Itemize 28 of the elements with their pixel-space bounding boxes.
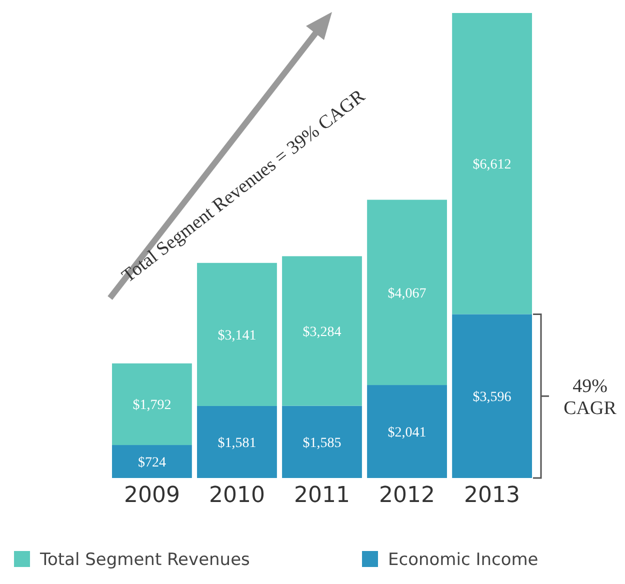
data-label: $3,284	[302, 325, 342, 340]
data-label: $3,596	[472, 390, 512, 406]
data-label: $3,141	[218, 328, 256, 344]
bar	[367, 385, 447, 478]
data-label: $1,792	[132, 398, 172, 414]
bar	[282, 256, 362, 406]
bar	[452, 13, 532, 314]
data-label: $4,067	[388, 286, 426, 302]
bar	[367, 200, 447, 386]
bar	[282, 406, 362, 478]
x-tick-label: 2013	[464, 483, 520, 508]
data-label: $2,041	[388, 426, 426, 441]
x-tick-label: 2010	[208, 483, 265, 508]
legend-label: Total Segment Revenues	[39, 550, 250, 570]
data-label: $6,612	[472, 158, 512, 173]
x-tick-label: 2011	[294, 483, 350, 508]
data-label: $1,581	[218, 436, 256, 451]
x-tick-label: 2009	[124, 483, 180, 508]
data-label: $1,585	[302, 436, 342, 451]
bar	[112, 445, 192, 478]
bar	[197, 262, 277, 406]
bar	[112, 363, 192, 446]
legend-label: Economic Income	[388, 550, 538, 570]
bar	[452, 314, 532, 478]
data-label: $724	[138, 456, 166, 471]
bar	[197, 406, 277, 478]
text: 49% CAGR	[564, 376, 617, 420]
x-tick-label: 2012	[379, 483, 436, 508]
